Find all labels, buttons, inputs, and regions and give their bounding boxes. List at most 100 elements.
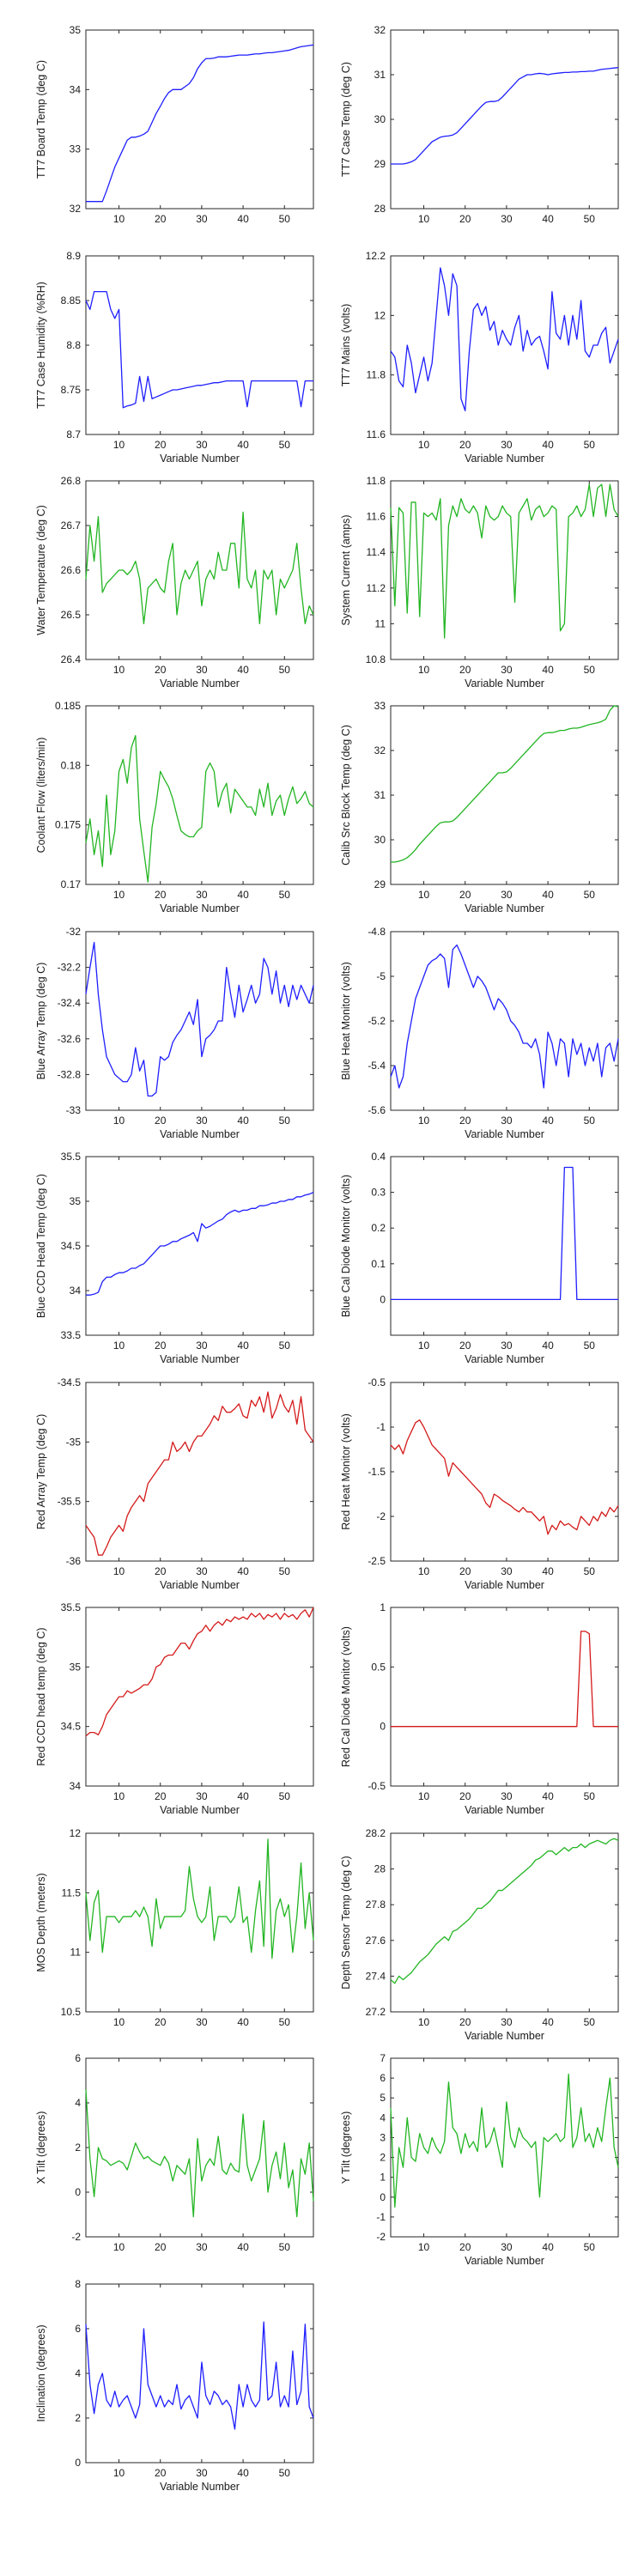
y-tick-label: 8: [75, 2278, 81, 2290]
x-tick-label: 30: [196, 439, 208, 451]
x-tick-label: 40: [237, 1565, 249, 1577]
y-tick-label: -1: [376, 1421, 386, 1433]
x-tick-label: 10: [113, 1790, 125, 1802]
y-tick-label: 30: [374, 113, 386, 125]
x-axis-label: Variable Number: [465, 453, 544, 465]
y-tick-label: -33: [66, 1104, 82, 1116]
x-tick-label: 20: [155, 664, 167, 676]
x-tick-label: 40: [237, 439, 249, 451]
y-axis-label: Inclination (degrees): [35, 2324, 47, 2421]
x-tick-label: 30: [196, 1565, 208, 1577]
x-tick-label: 20: [155, 1115, 167, 1127]
y-axis-label: Y Tilt (degrees): [340, 2111, 352, 2184]
x-tick-label: 50: [279, 2467, 291, 2479]
series-line: [390, 267, 619, 411]
y-tick-label: 34: [70, 1780, 82, 1792]
x-tick-label: 50: [279, 2241, 291, 2253]
chart-panel-4: 11.6 11.8 12 12.2 10 20 30 40 50 TT7 Mains (volts…: [340, 250, 619, 465]
x-tick-label: 10: [113, 2241, 125, 2253]
x-tick-label: 40: [542, 664, 554, 676]
x-tick-label: 40: [542, 1565, 554, 1577]
y-tick-label: 1: [380, 2172, 386, 2184]
y-axis-label: MOS Depth (meters): [35, 1873, 47, 1971]
x-tick-label: 30: [196, 664, 208, 676]
x-tick-label: 30: [501, 1115, 513, 1127]
x-tick-label: 20: [155, 1565, 167, 1577]
x-tick-label: 50: [279, 889, 291, 901]
y-axis-label: Coolant Flow (liters/min): [35, 738, 47, 854]
x-tick-label: 20: [459, 889, 471, 901]
x-tick-label: 20: [459, 2241, 471, 2253]
x-tick-label: 50: [584, 1115, 596, 1127]
x-tick-label: 30: [196, 213, 208, 225]
y-tick-label: -2: [376, 2231, 386, 2243]
x-axis-label: Variable Number: [465, 1579, 544, 1591]
x-tick-label: 10: [418, 1790, 430, 1802]
y-tick-label: 35: [70, 24, 82, 36]
x-tick-label: 40: [237, 1115, 249, 1127]
x-tick-label: 50: [279, 439, 291, 451]
x-tick-label: 10: [418, 1340, 430, 1352]
x-tick-label: 40: [237, 889, 249, 901]
x-tick-label: 20: [459, 1790, 471, 1802]
y-tick-label: 8.9: [66, 250, 81, 262]
x-axis-label: Variable Number: [160, 1128, 240, 1140]
x-tick-label: 30: [501, 1340, 513, 1352]
x-tick-label: 30: [501, 213, 513, 225]
y-axis-label: Water Temperature (deg C): [35, 505, 47, 635]
y-tick-label: 27.4: [366, 1970, 386, 1982]
y-axis-label: Red CCD head temp (deg C): [35, 1627, 47, 1765]
y-tick-label: 8.85: [61, 295, 82, 307]
y-tick-label: 0: [75, 2186, 81, 2198]
y-tick-label: 26.8: [61, 475, 82, 487]
plot-frame: [85, 2057, 314, 2238]
plot-frame: [390, 931, 619, 1111]
y-tick-label: 0.18: [61, 759, 82, 771]
chart-panel-17: 10.5 11 11.5 12 10 20 30 40 50 MOS Depth (meters): [35, 1827, 314, 2028]
y-tick-label: 7: [380, 2052, 386, 2064]
y-tick-label: 4: [75, 2097, 81, 2109]
chart-panel-10: -5.6 -5.4 -5.2 -5 -4.8 10 20 30 40 50 Blue Heat Mo…: [340, 926, 619, 1140]
chart-panel-16: -0.5 0 0.5 1 10 20 30 40 50 Red Cal Diode Monitor…: [340, 1601, 619, 1816]
y-tick-label: 0: [75, 2457, 81, 2469]
x-tick-label: 50: [279, 1565, 291, 1577]
chart-panel-5: 26.4 26.5 26.6 26.7 26.8 10 20 30 40 50 Water Temp…: [35, 475, 314, 690]
y-tick-label: -5.6: [368, 1104, 386, 1116]
series-line: [390, 2073, 619, 2208]
y-axis-label: Red Array Temp (deg C): [35, 1414, 47, 1530]
chart-panel-13: -36 -35.5 -35 -34.5 10 20 30 40 50 Red Array Temp…: [35, 1376, 314, 1591]
y-tick-label: 2: [75, 2142, 81, 2154]
series-line: [390, 944, 619, 1089]
x-tick-label: 50: [584, 2241, 596, 2253]
chart-panel-15: 34 34.5 35 35.5 10 20 30 40 50 Red CCD head temp …: [35, 1601, 314, 1816]
y-tick-label: -32: [66, 926, 82, 938]
chart-panel-14: -2.5 -2 -1.5 -1 -0.5 10 20 30 40 50 Red Heat Monit…: [340, 1376, 619, 1591]
x-axis-label: Variable Number: [465, 2255, 544, 2267]
x-tick-label: 10: [113, 664, 125, 676]
x-axis-label: Variable Number: [160, 1579, 240, 1591]
x-tick-label: 50: [584, 664, 596, 676]
x-tick-label: 30: [501, 1790, 513, 1802]
series-line: [85, 941, 314, 1097]
y-tick-label: 27.6: [366, 1935, 386, 1947]
x-tick-label: 20: [459, 1340, 471, 1352]
y-axis-label: Red Heat Monitor (volts): [340, 1413, 352, 1529]
x-tick-label: 20: [155, 1790, 167, 1802]
plot-frame: [85, 29, 314, 210]
y-tick-label: 33: [374, 700, 386, 712]
y-tick-label: 11.5: [62, 1886, 82, 1899]
y-tick-label: 0.175: [55, 819, 81, 831]
y-tick-label: 31: [374, 789, 386, 801]
x-axis-label: Variable Number: [465, 1804, 544, 1816]
y-tick-label: 35.5: [61, 1601, 82, 1613]
y-tick-label: 11.4: [367, 546, 386, 558]
x-tick-label: 20: [459, 664, 471, 676]
x-tick-label: 50: [279, 2016, 291, 2028]
x-axis-label: Variable Number: [160, 453, 240, 465]
series-line: [85, 735, 314, 883]
x-tick-label: 20: [155, 2467, 167, 2479]
plot-frame: [390, 1382, 619, 1562]
x-tick-label: 30: [501, 889, 513, 901]
series-line: [391, 67, 619, 165]
y-axis-label: X Tilt (degrees): [35, 2111, 47, 2184]
